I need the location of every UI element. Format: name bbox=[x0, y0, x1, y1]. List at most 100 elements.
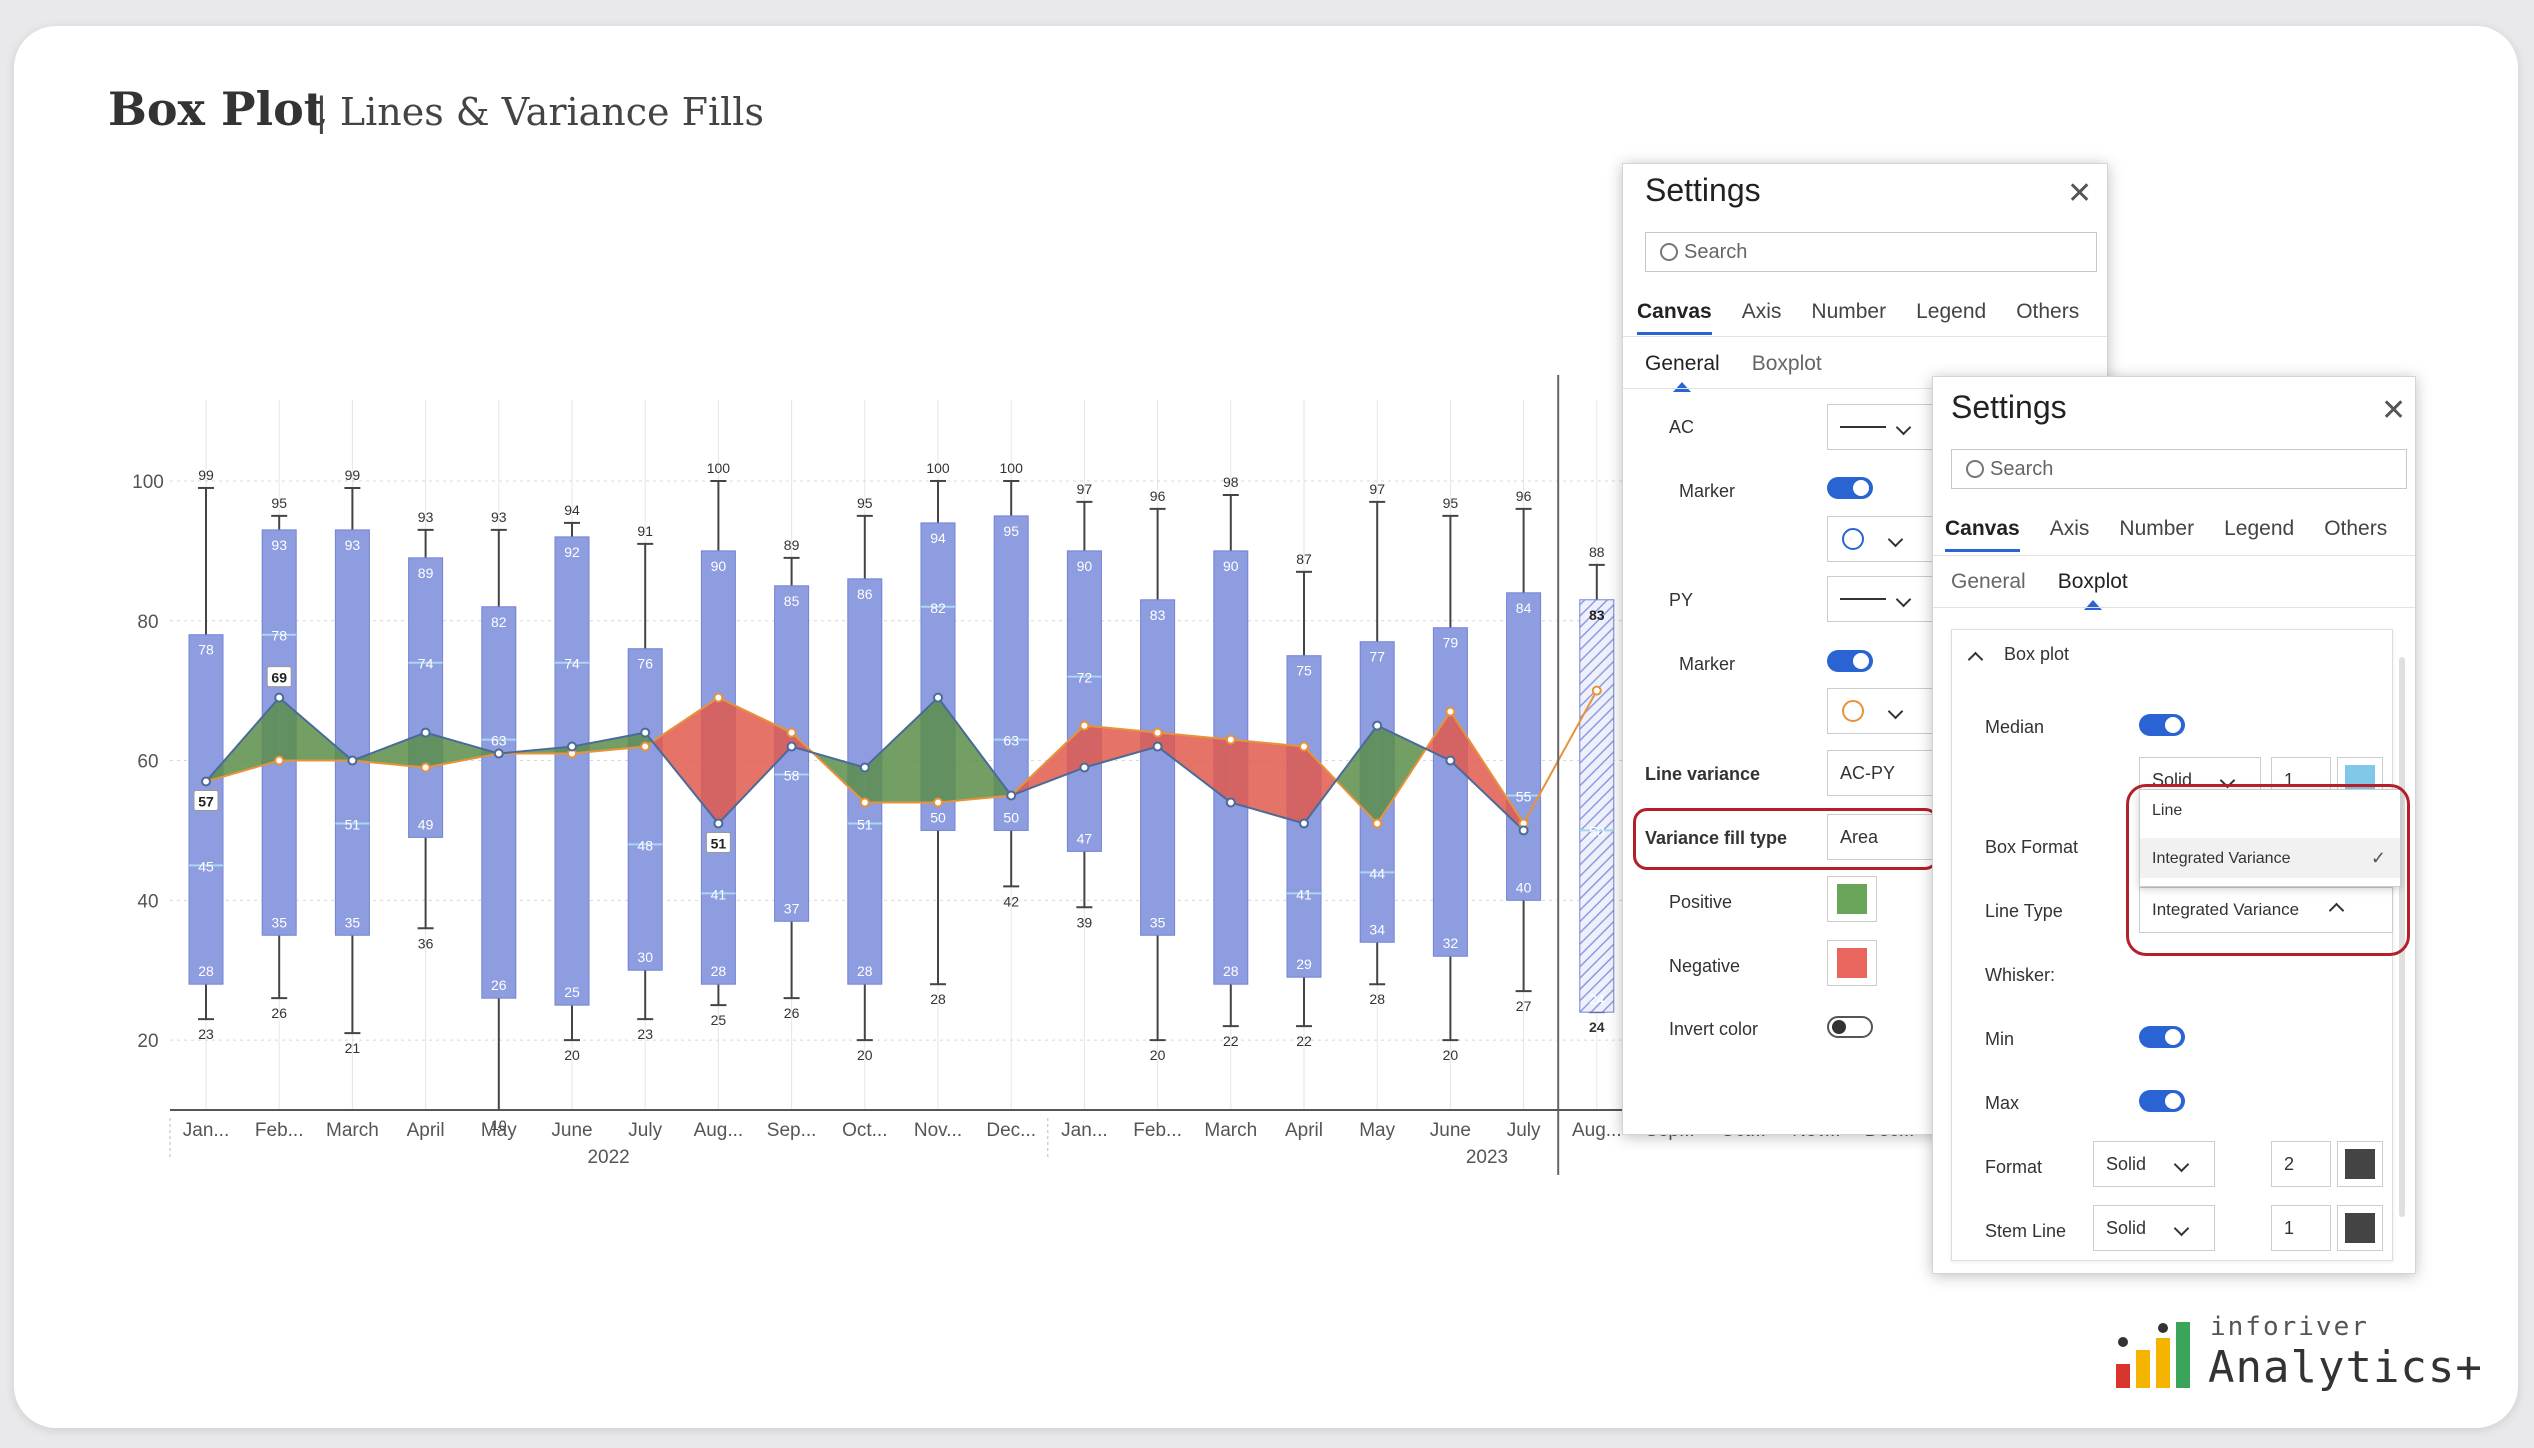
py-marker-toggle[interactable] bbox=[1827, 650, 1873, 672]
max-label: 99 bbox=[198, 467, 214, 483]
min-label: 23 bbox=[198, 1026, 214, 1042]
x-tick-label: Oct... bbox=[842, 1120, 887, 1141]
q3-label: 85 bbox=[784, 593, 800, 609]
line-type-select[interactable]: Integrated Variance bbox=[2139, 887, 2393, 933]
ac-marker bbox=[1006, 790, 1017, 801]
ac-marker-label: Marker bbox=[1679, 481, 1736, 501]
subtab-general[interactable]: General bbox=[1645, 352, 1720, 392]
ac-marker bbox=[347, 755, 358, 766]
tab-canvas[interactable]: Canvas bbox=[1637, 300, 1712, 335]
x-tick-label: April bbox=[1285, 1120, 1323, 1141]
median-label: 45 bbox=[198, 858, 214, 874]
option-line[interactable]: Line bbox=[2152, 802, 2183, 819]
invert-color-toggle[interactable] bbox=[1827, 1016, 1873, 1038]
q3-label: 95 bbox=[1003, 523, 1019, 539]
variance-fill bbox=[864, 697, 938, 803]
py-marker-shape-select[interactable] bbox=[1827, 688, 1935, 734]
min-label: 22 bbox=[1296, 1033, 1312, 1049]
q1-label: 25 bbox=[564, 984, 580, 1000]
max-label: 93 bbox=[491, 509, 507, 525]
min-label: 27 bbox=[1516, 998, 1532, 1014]
variance-fill-type-label: Variance fill type bbox=[1645, 828, 1788, 848]
min-toggle[interactable] bbox=[2139, 1026, 2185, 1048]
median-label: 48 bbox=[637, 837, 653, 853]
year-label: 2022 bbox=[587, 1147, 629, 1168]
max-toggle[interactable] bbox=[2139, 1090, 2185, 1112]
ac-marker bbox=[1299, 818, 1309, 829]
y-tick-label: 100 bbox=[132, 472, 164, 493]
variance-fill bbox=[572, 732, 646, 754]
tab-others[interactable]: Others bbox=[2324, 517, 2388, 540]
line-type-dropdown[interactable]: Line Integrated Variance ✓ bbox=[2139, 789, 2401, 887]
median-toggle[interactable] bbox=[2139, 714, 2185, 736]
q3-label: 75 bbox=[1296, 663, 1312, 679]
median-label: 74 bbox=[418, 656, 434, 672]
format-width-input[interactable]: 2 bbox=[2271, 1141, 2331, 1187]
tab-axis[interactable]: Axis bbox=[2049, 517, 2090, 540]
py-line-style-select[interactable] bbox=[1827, 576, 1933, 622]
q1-label: 35 bbox=[345, 914, 361, 930]
tab-legend[interactable]: Legend bbox=[1916, 300, 1987, 323]
close-icon[interactable]: ✕ bbox=[2381, 394, 2407, 427]
box-body bbox=[408, 557, 444, 838]
stem-color-picker[interactable] bbox=[2337, 1205, 2383, 1251]
ac-marker-shape-select[interactable] bbox=[1827, 516, 1935, 562]
q3-label: 84 bbox=[1516, 600, 1532, 616]
tab-number[interactable]: Number bbox=[2119, 517, 2195, 540]
subtab-boxplot[interactable]: Boxplot bbox=[1751, 352, 1822, 375]
py-marker bbox=[1372, 818, 1383, 829]
format-style-select[interactable]: Solid bbox=[2093, 1141, 2215, 1187]
py-marker bbox=[640, 741, 651, 752]
tab-number[interactable]: Number bbox=[1811, 300, 1887, 323]
ac-label: AC bbox=[1669, 417, 1695, 437]
q1-label: 37 bbox=[784, 900, 800, 916]
x-tick-label: Nov... bbox=[914, 1120, 962, 1141]
ac-marker bbox=[274, 692, 285, 703]
max-label: 100 bbox=[707, 460, 731, 476]
stem-line-label: Stem Line bbox=[1985, 1221, 2067, 1241]
format-color-picker[interactable] bbox=[2337, 1141, 2383, 1187]
line-type-highlight bbox=[2126, 784, 2410, 956]
py-marker bbox=[1299, 741, 1309, 752]
min-label: 26 bbox=[271, 1005, 287, 1021]
close-icon[interactable]: ✕ bbox=[2067, 177, 2093, 210]
option-integrated-variance-row[interactable]: Integrated Variance ✓ bbox=[2140, 838, 2400, 878]
stem-style-select[interactable]: Solid bbox=[2093, 1205, 2215, 1251]
min-label: 42 bbox=[1003, 893, 1019, 909]
q1-label: 47 bbox=[1077, 830, 1093, 846]
stem-width-input[interactable]: 1 bbox=[2271, 1205, 2331, 1251]
variance-fill bbox=[718, 697, 792, 824]
x-tick-label: May bbox=[481, 1120, 517, 1141]
search-input-2[interactable]: Search bbox=[1951, 449, 2407, 489]
q1-label: 49 bbox=[418, 816, 434, 832]
max-label: 87 bbox=[1296, 551, 1312, 567]
format-label: Format bbox=[1985, 1157, 2043, 1177]
panel-tabs-2: Canvas Axis Number Legend Others bbox=[1945, 517, 2417, 552]
negative-color-picker[interactable] bbox=[1827, 940, 1877, 986]
subtab-general[interactable]: General bbox=[1951, 570, 2026, 593]
panel-title: Settings bbox=[1645, 172, 1761, 208]
min-label: 20 bbox=[564, 1047, 580, 1063]
chevron-up-icon[interactable] bbox=[1967, 651, 1984, 668]
tab-legend[interactable]: Legend bbox=[2224, 517, 2295, 540]
line-variance-label: Line variance bbox=[1645, 764, 1761, 784]
subtab-boxplot[interactable]: Boxplot bbox=[2057, 570, 2128, 610]
tab-canvas[interactable]: Canvas bbox=[1945, 517, 2020, 552]
max-label: 88 bbox=[1589, 544, 1605, 560]
q3-label: 93 bbox=[345, 537, 361, 553]
y-tick-label: 80 bbox=[137, 612, 158, 633]
search-input[interactable]: Search bbox=[1645, 232, 2097, 272]
ac-marker-toggle[interactable] bbox=[1827, 477, 1873, 499]
ac-marker bbox=[1518, 825, 1529, 836]
ac-line-style-select[interactable] bbox=[1827, 404, 1933, 450]
search-placeholder-2: Search bbox=[1990, 457, 2054, 480]
min-label: 21 bbox=[345, 1040, 361, 1056]
q3-label: 93 bbox=[271, 537, 287, 553]
q3-label: 90 bbox=[1077, 558, 1093, 574]
q3-label: 82 bbox=[491, 614, 507, 630]
tab-axis[interactable]: Axis bbox=[1741, 300, 1782, 323]
tab-others[interactable]: Others bbox=[2016, 300, 2080, 323]
positive-color-picker[interactable] bbox=[1827, 876, 1877, 922]
settings-panel-boxplot: Settings ✕ Search Canvas Axis Number Leg… bbox=[1932, 376, 2416, 1274]
